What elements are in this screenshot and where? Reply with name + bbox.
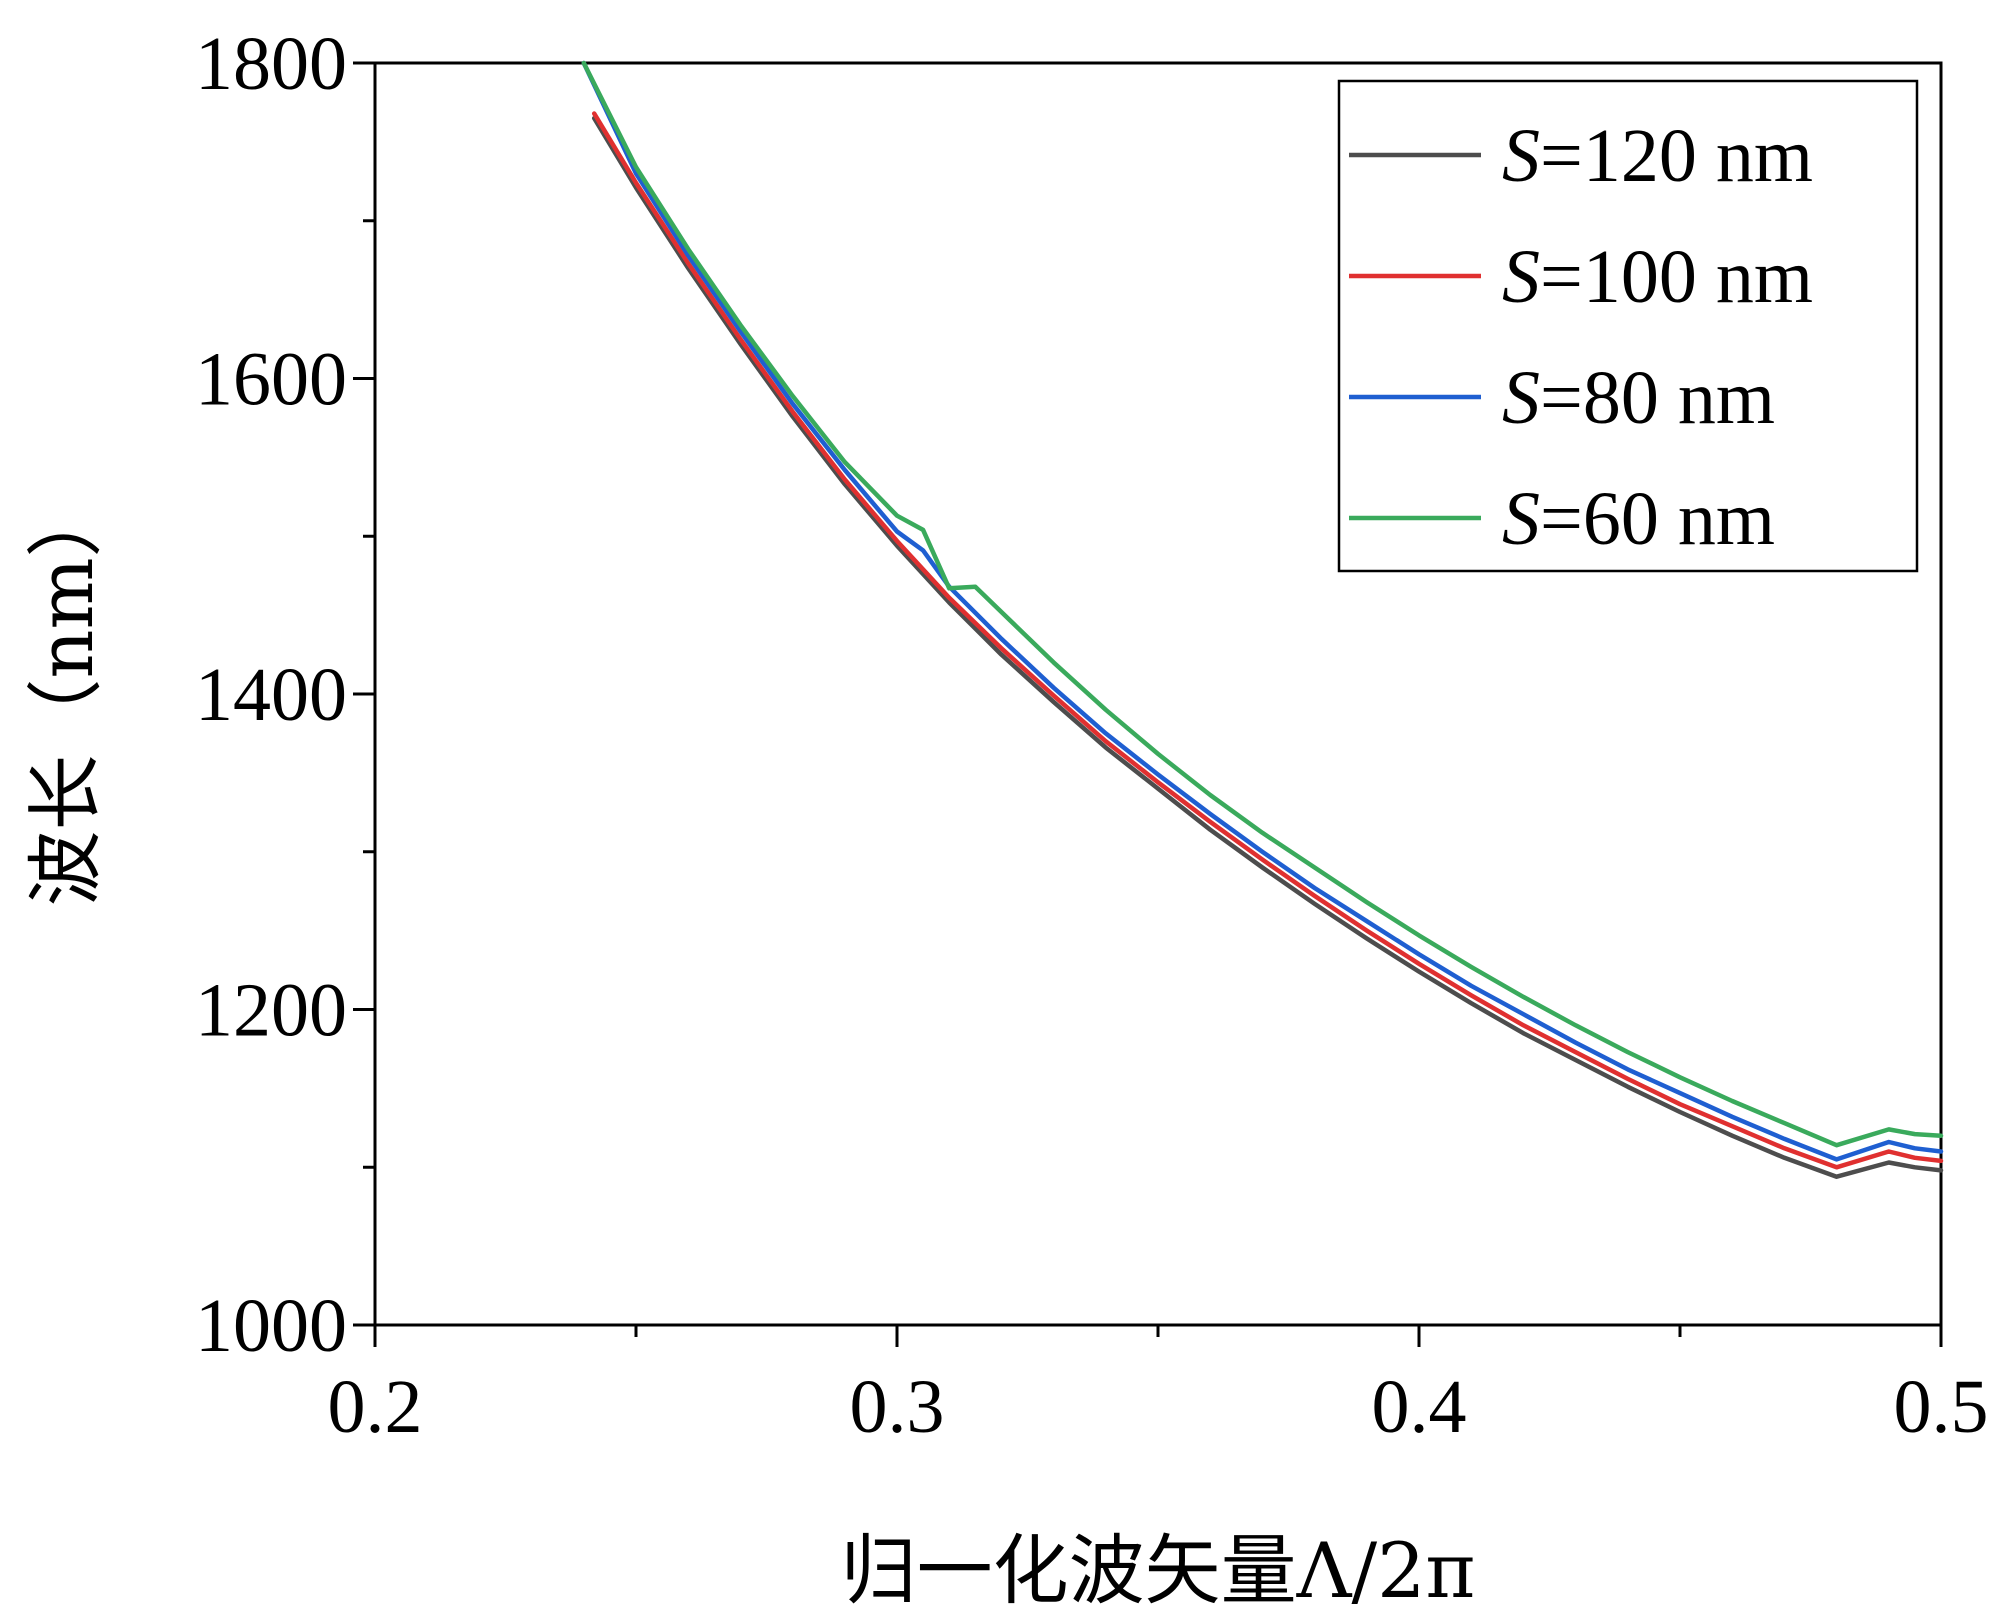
series-lines bbox=[581, 60, 1944, 1179]
legend-label-value: =80 nm bbox=[1540, 356, 1775, 440]
series-line-3 bbox=[581, 60, 1944, 1162]
y-tick-label: 1200 bbox=[195, 969, 347, 1053]
legend-label: S=80 nm bbox=[1502, 356, 1775, 440]
x-axis-title: 归一化波矢量Λ/2π bbox=[841, 1526, 1476, 1615]
legend-label-prefix: S bbox=[1502, 477, 1540, 561]
y-axis-title: 波长（nm） bbox=[21, 481, 110, 906]
x-tick-label: 0.4 bbox=[1372, 1365, 1467, 1449]
legend-label-value: =100 nm bbox=[1540, 235, 1813, 319]
legend-label-prefix: S bbox=[1502, 114, 1540, 198]
series-line-1 bbox=[591, 115, 1944, 1179]
y-tick-label: 1600 bbox=[195, 338, 347, 422]
x-tick-label: 0.3 bbox=[850, 1365, 945, 1449]
x-tick-label: 0.5 bbox=[1894, 1365, 1989, 1449]
legend-label: S=120 nm bbox=[1502, 114, 1813, 198]
legend-label-prefix: S bbox=[1502, 356, 1540, 440]
legend: S=120 nmS=100 nmS=80 nmS=60 nm bbox=[1337, 79, 1919, 573]
legend-label: S=60 nm bbox=[1502, 477, 1775, 561]
legend-items: S=120 nmS=100 nmS=80 nmS=60 nm bbox=[1349, 114, 1813, 561]
series-line-4 bbox=[581, 60, 1944, 1148]
y-tick-label: 1000 bbox=[195, 1284, 347, 1368]
legend-label-value: =60 nm bbox=[1540, 477, 1775, 561]
legend-label: S=100 nm bbox=[1502, 235, 1813, 319]
legend-box bbox=[1337, 79, 1919, 573]
y-axis-ticks: 1000 1200 1400 1600 1800 bbox=[195, 22, 375, 1368]
y-tick-label: 1800 bbox=[195, 22, 347, 106]
y-tick-label: 1400 bbox=[195, 653, 347, 737]
legend-label-value: =120 nm bbox=[1540, 114, 1813, 198]
legend-label-prefix: S bbox=[1502, 235, 1540, 319]
x-tick-label: 0.2 bbox=[328, 1365, 423, 1449]
series-line-2 bbox=[591, 111, 1944, 1170]
x-axis-ticks: 0.2 0.3 0.4 0.5 bbox=[328, 1325, 1989, 1449]
